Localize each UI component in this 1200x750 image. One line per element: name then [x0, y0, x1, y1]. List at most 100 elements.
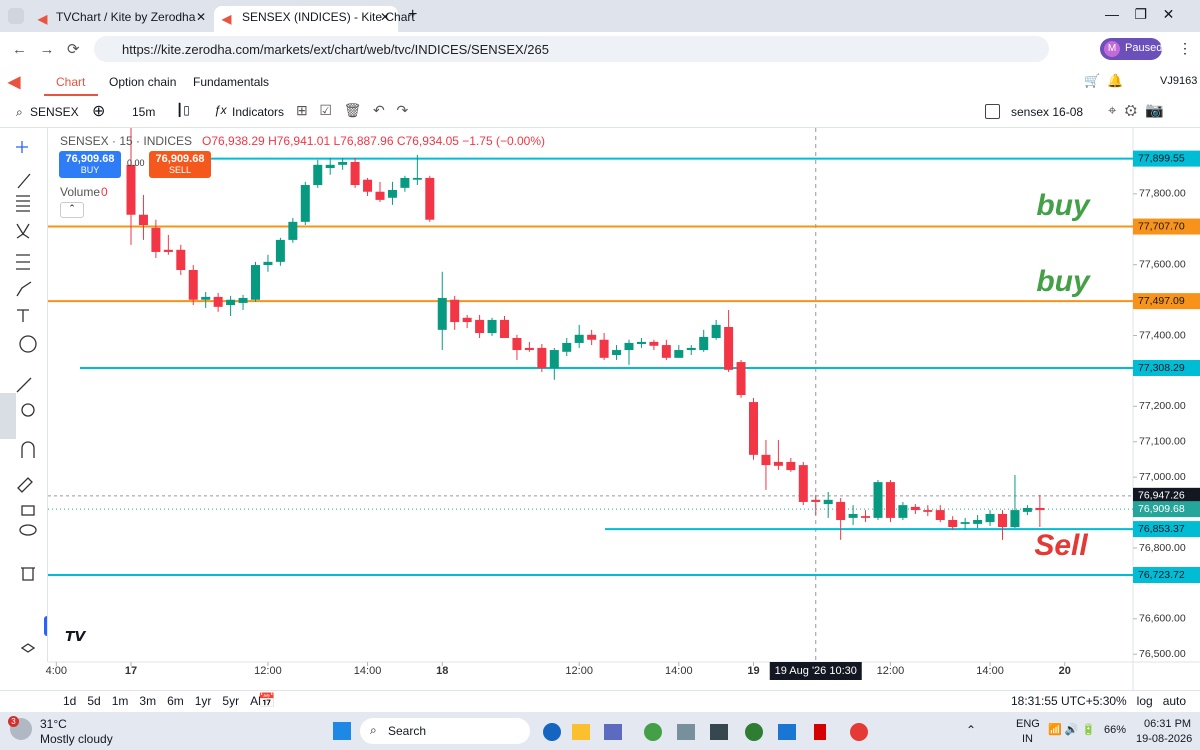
indicators[interactable]: Indicators — [232, 105, 285, 119]
tab-close[interactable]: ✕ — [196, 10, 207, 24]
candle-body — [574, 334, 584, 343]
window-controls[interactable]: — ❐ ✕ — [1105, 6, 1175, 22]
legend-close: C76,934.05 — [396, 134, 459, 148]
hide-tool[interactable] — [19, 524, 37, 536]
toolbar-right-icons[interactable]: ⌖ ⚙ 📷 — [1108, 102, 1164, 119]
tab-menu[interactable] — [8, 8, 24, 24]
legend-low: L76,887.96 — [333, 134, 394, 148]
panel-handle[interactable] — [44, 616, 50, 636]
candle-body — [500, 319, 509, 338]
candle-body — [213, 296, 223, 307]
level-label: 77,707.70 — [1138, 220, 1185, 232]
magnet-tool[interactable] — [21, 441, 35, 458]
interval[interactable]: 15m — [132, 105, 156, 119]
candle-body — [226, 299, 236, 306]
symbol[interactable]: SENSEX — [30, 105, 79, 119]
candle-body — [387, 189, 397, 198]
app-netflix[interactable] — [814, 724, 826, 740]
app-chrome[interactable] — [850, 723, 868, 741]
delete-tool[interactable] — [21, 567, 35, 581]
collapse-legend[interactable]: ⌃ — [60, 202, 84, 218]
x-tick-label: 12:00 — [877, 665, 905, 677]
new-tab[interactable]: + — [408, 6, 418, 23]
app-teams[interactable] — [604, 724, 622, 740]
buy-button[interactable]: 76,909.68 BUY — [59, 151, 121, 178]
forecast-tool[interactable] — [16, 254, 30, 270]
nav-buttons[interactable]: ← → ⟳ — [12, 41, 80, 58]
layout-checkbox[interactable] — [985, 104, 1000, 119]
pattern-tool[interactable] — [16, 223, 30, 239]
temperature: 31°C — [40, 717, 67, 731]
line-tool[interactable] — [17, 173, 31, 189]
add-symbol[interactable]: ⊕ — [92, 103, 106, 120]
bid-price-label: 76,909.68 — [1138, 503, 1185, 515]
chart-type[interactable]: ┃▯ — [176, 103, 190, 117]
text-tool[interactable] — [17, 309, 29, 322]
range-button[interactable]: 1d — [63, 694, 77, 708]
legend-open: O76,938.29 — [202, 134, 265, 148]
x-tick-label: 19 — [747, 665, 759, 677]
kite-logo[interactable]: ◀ — [8, 74, 21, 91]
side-collapse[interactable] — [0, 393, 16, 439]
profile-button[interactable]: M Paused — [1100, 38, 1162, 60]
app-ai[interactable] — [778, 724, 796, 740]
range-button[interactable]: All — [250, 694, 264, 708]
app-chrome-profile[interactable] — [745, 723, 763, 741]
candle-body — [425, 177, 435, 220]
scale-option[interactable]: log — [1136, 694, 1153, 708]
app-files[interactable] — [572, 724, 590, 740]
user-id[interactable]: VJ9163 — [1160, 75, 1198, 87]
annotation: buy — [1036, 265, 1091, 298]
candle-body — [935, 510, 945, 521]
url: https://kite.zerodha.com/markets/ext/cha… — [122, 42, 550, 57]
app-edge[interactable] — [543, 723, 561, 741]
scale-option[interactable]: % — [1116, 694, 1127, 708]
range-button[interactable]: 1yr — [194, 694, 212, 708]
app-whatsapp[interactable] — [644, 723, 662, 741]
nav-item[interactable]: Option chain — [109, 75, 177, 89]
search-box[interactable]: ⌕ Search — [360, 718, 530, 744]
sell-button[interactable]: 76,909.68 SELL — [149, 151, 211, 178]
candle-body — [363, 179, 373, 192]
candle-body — [275, 239, 285, 262]
candle-body — [985, 513, 995, 523]
tv-logo: 𝙏𝙑 — [65, 628, 86, 644]
tab[interactable]: ◀ TVChart / Kite by Zerodha ✕ — [30, 6, 212, 32]
candle-body — [201, 296, 211, 300]
tray-icons[interactable]: 📶 🔊 🔋 — [1048, 724, 1096, 736]
fib-tool[interactable] — [16, 195, 30, 212]
app-store[interactable] — [677, 724, 695, 740]
lock-draw-tool[interactable] — [17, 477, 33, 493]
crosshair-tool[interactable] — [16, 141, 28, 153]
range-button[interactable]: 3m — [139, 694, 157, 708]
tray-up[interactable]: ⌃ — [966, 723, 977, 737]
emoji-tool[interactable] — [19, 335, 37, 353]
zoom-tool[interactable] — [21, 403, 35, 417]
ruler-tool[interactable] — [16, 377, 32, 393]
nav-icons[interactable]: 🛒 🔔 — [1084, 73, 1124, 88]
layout-name[interactable]: sensex 16-08 — [1011, 105, 1084, 119]
range-button[interactable]: 1m — [111, 694, 129, 708]
brush-tool[interactable] — [16, 281, 32, 297]
candle-body — [612, 350, 622, 355]
range-button[interactable]: 5yr — [222, 694, 240, 708]
layers-tool[interactable] — [20, 643, 36, 653]
candle-body — [1035, 507, 1045, 511]
goto-date[interactable]: 📅 — [258, 692, 276, 708]
time[interactable]: 06:31 PM — [1144, 718, 1192, 730]
scale-option[interactable]: auto — [1162, 694, 1187, 708]
nav-item[interactable]: Fundamentals — [193, 75, 270, 89]
lock-tool[interactable] — [21, 505, 35, 516]
tab-active[interactable]: ◀ SENSEX (INDICES) - Kite Chart ✕ — [214, 6, 415, 32]
range-button[interactable]: 5d — [87, 694, 101, 708]
toolbar-icons[interactable]: ⊞ ☑ 🗑 ↶ ↷ — [296, 102, 409, 118]
omnibox[interactable]: https://kite.zerodha.com/markets/ext/cha… — [94, 36, 1049, 62]
tab-close[interactable]: ✕ — [380, 10, 391, 24]
app-vim[interactable] — [710, 724, 728, 740]
start-button[interactable] — [333, 722, 351, 740]
language[interactable]: ENG — [1016, 718, 1040, 730]
menu[interactable]: ⋮ — [1178, 40, 1192, 56]
candle-body — [288, 221, 298, 240]
range-button[interactable]: 6m — [167, 694, 184, 708]
nav-item[interactable]: Chart — [56, 75, 86, 89]
